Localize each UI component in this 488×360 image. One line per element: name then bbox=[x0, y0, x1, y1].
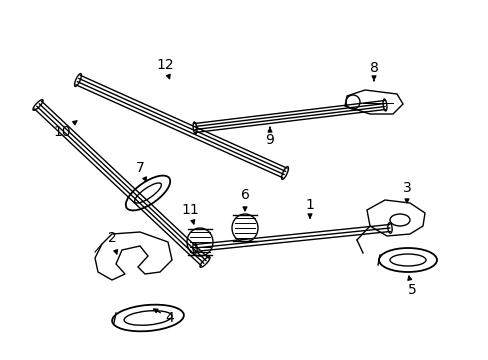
Text: 2: 2 bbox=[107, 231, 117, 254]
Text: 12: 12 bbox=[156, 58, 173, 79]
Text: 8: 8 bbox=[369, 61, 378, 81]
Text: 11: 11 bbox=[181, 203, 199, 224]
Text: 4: 4 bbox=[153, 309, 174, 325]
Text: 6: 6 bbox=[240, 188, 249, 211]
Text: 1: 1 bbox=[305, 198, 314, 218]
Text: 7: 7 bbox=[135, 161, 146, 181]
Text: 10: 10 bbox=[53, 121, 77, 139]
Text: 3: 3 bbox=[402, 181, 410, 203]
Text: 9: 9 bbox=[265, 127, 274, 147]
Text: 5: 5 bbox=[407, 276, 415, 297]
